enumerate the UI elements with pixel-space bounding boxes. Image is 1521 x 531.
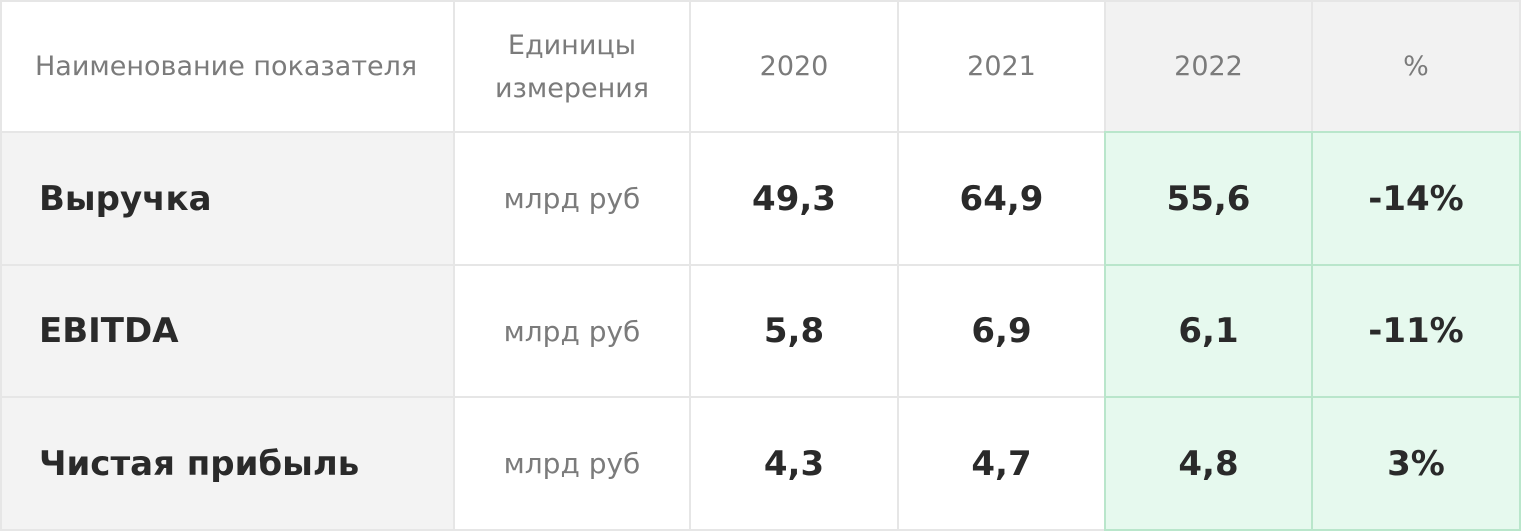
header-units: Единицы измерения xyxy=(455,2,689,131)
row-value-2022: 4,8 xyxy=(1106,398,1311,529)
highlight-divider xyxy=(1104,264,1521,266)
row-value-2020: 5,8 xyxy=(691,266,897,396)
header-year-2022: 2022 xyxy=(1106,2,1311,131)
row-value-percent: -11% xyxy=(1313,266,1519,396)
row-label-net-profit: Чистая прибыль xyxy=(2,398,453,529)
header-year-2020: 2020 xyxy=(691,2,897,131)
row-value-2021: 64,9 xyxy=(899,133,1104,264)
row-unit: млрд руб xyxy=(455,266,689,396)
header-indicator-name: Наименование показателя xyxy=(2,2,453,131)
row-value-percent: 3% xyxy=(1313,398,1519,529)
row-value-2020: 4,3 xyxy=(691,398,897,529)
row-unit: млрд руб xyxy=(455,133,689,264)
row-value-2022: 6,1 xyxy=(1106,266,1311,396)
row-label-ebitda: EBITDA xyxy=(2,266,453,396)
row-value-2022: 55,6 xyxy=(1106,133,1311,264)
row-value-2020: 49,3 xyxy=(691,133,897,264)
highlight-divider xyxy=(1311,131,1313,531)
row-value-2021: 4,7 xyxy=(899,398,1104,529)
row-value-percent: -14% xyxy=(1313,133,1519,264)
header-percent: % xyxy=(1313,2,1519,131)
row-unit: млрд руб xyxy=(455,398,689,529)
header-year-2021: 2021 xyxy=(899,2,1104,131)
highlight-divider xyxy=(1104,396,1521,398)
row-value-2021: 6,9 xyxy=(899,266,1104,396)
row-label-revenue: Выручка xyxy=(2,133,453,264)
